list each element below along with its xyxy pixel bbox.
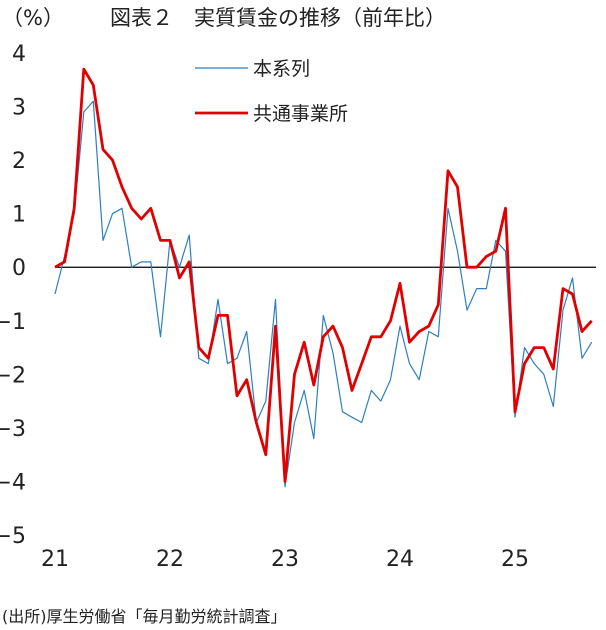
y-tick-label: 4 xyxy=(12,42,26,67)
x-tick-label: 24 xyxy=(386,547,414,572)
y-axis-ticks: 4 3 2 1 0 −1 −2 −3 −4 −5 xyxy=(0,42,26,549)
y-tick-label: −3 xyxy=(0,417,26,442)
series-line-0 xyxy=(54,100,593,488)
x-tick-label: 22 xyxy=(156,547,184,572)
y-tick-label: 1 xyxy=(12,203,26,228)
legend-label-honkeiretsu: 本系列 xyxy=(253,58,310,80)
y-tick-label: 0 xyxy=(12,256,26,281)
y-tick-label: −1 xyxy=(0,310,26,335)
y-tick-label: −2 xyxy=(0,363,26,388)
source-note: (出所)厚生労働省「毎月勤労統計調査」 xyxy=(2,607,287,626)
unit-label: （%） xyxy=(2,6,64,30)
x-tick-label: 25 xyxy=(501,547,529,572)
legend: 本系列 共通事業所 xyxy=(195,58,348,125)
y-tick-label: 2 xyxy=(12,149,26,174)
legend-label-kyotsu-jigyosho: 共通事業所 xyxy=(253,103,348,125)
y-tick-label: 3 xyxy=(12,96,26,121)
x-tick-label: 23 xyxy=(271,547,299,572)
series-layer xyxy=(54,67,593,488)
x-tick-label: 21 xyxy=(41,547,69,572)
series-line-1 xyxy=(54,67,593,483)
x-axis-ticks: 21 22 23 24 25 xyxy=(41,547,529,572)
y-tick-label: −5 xyxy=(0,524,26,549)
y-tick-label: −4 xyxy=(0,470,26,495)
chart-title: 図表２ 実質賃金の推移（前年比） xyxy=(110,6,446,30)
